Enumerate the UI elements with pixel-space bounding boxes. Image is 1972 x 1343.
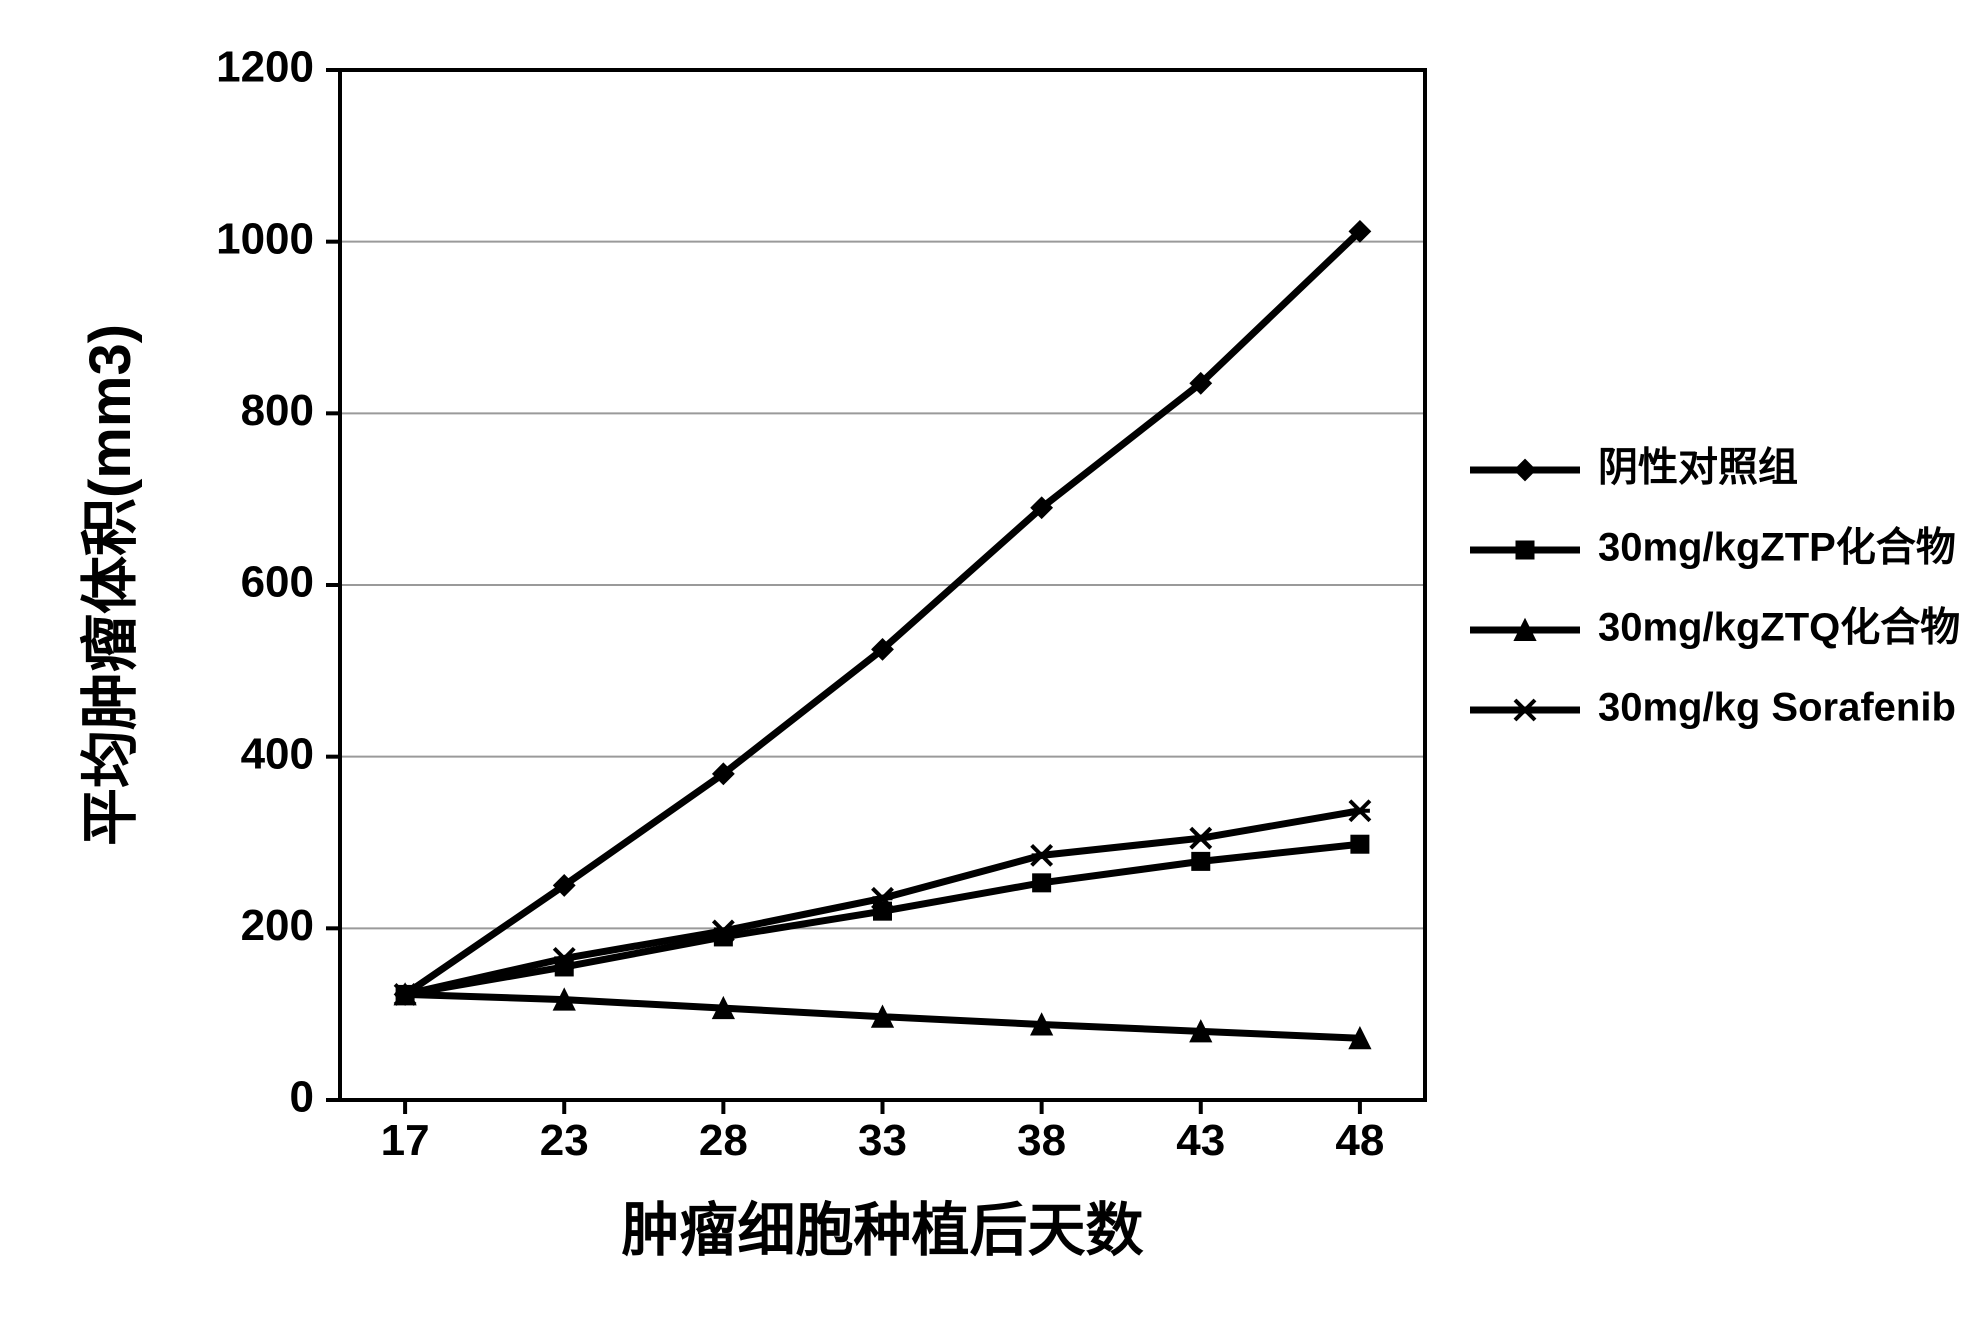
x-tick-label: 33	[858, 1116, 907, 1165]
y-tick-label: 1000	[216, 214, 314, 263]
y-tick-label: 800	[241, 386, 314, 435]
x-tick-label: 48	[1335, 1116, 1384, 1165]
tumor-volume-line-chart: 0 200 400 600 800 1000 1200 17 23 28 33 38 43 48 平均肿瘤体…	[0, 0, 1972, 1343]
x-tick-label: 28	[699, 1116, 748, 1165]
marker-diamond	[1515, 460, 1535, 480]
marker-square	[1033, 874, 1051, 892]
legend-item-control: 阴性对照组	[1470, 446, 1798, 490]
x-tick-label: 23	[540, 1116, 589, 1165]
marker-square	[1192, 852, 1210, 870]
y-axis-title: 平均肿瘤体积(mm3)	[78, 324, 143, 846]
x-tick-label: 38	[1017, 1116, 1066, 1165]
legend-item-sorafenib: 30mg/kg Sorafenib	[1470, 686, 1956, 730]
y-tick-label: 200	[241, 901, 314, 950]
legend-item-ztp: 30mg/kgZTP化合物	[1470, 526, 1956, 570]
x-tick-label: 43	[1176, 1116, 1225, 1165]
y-tick-label: 600	[241, 558, 314, 607]
chart-svg: 0 200 400 600 800 1000 1200 17 23 28 33 38 43 48 平均肿瘤体…	[0, 0, 1972, 1343]
marker-square	[1516, 541, 1534, 559]
legend-label: 阴性对照组	[1598, 446, 1798, 490]
x-axis-title: 肿瘤细胞种植后天数	[621, 1198, 1143, 1263]
y-tick-label: 400	[241, 729, 314, 778]
y-tick-label: 1200	[216, 43, 314, 92]
y-tick-label: 0	[290, 1073, 314, 1122]
legend-label: 30mg/kg Sorafenib	[1598, 686, 1956, 730]
legend-label: 30mg/kgZTQ化合物	[1598, 606, 1960, 650]
legend-item-ztq: 30mg/kgZTQ化合物	[1470, 606, 1960, 650]
legend-label: 30mg/kgZTP化合物	[1598, 526, 1956, 570]
marker-xstar	[1515, 700, 1535, 720]
marker-square	[1351, 835, 1369, 853]
x-tick-label: 17	[381, 1116, 430, 1165]
